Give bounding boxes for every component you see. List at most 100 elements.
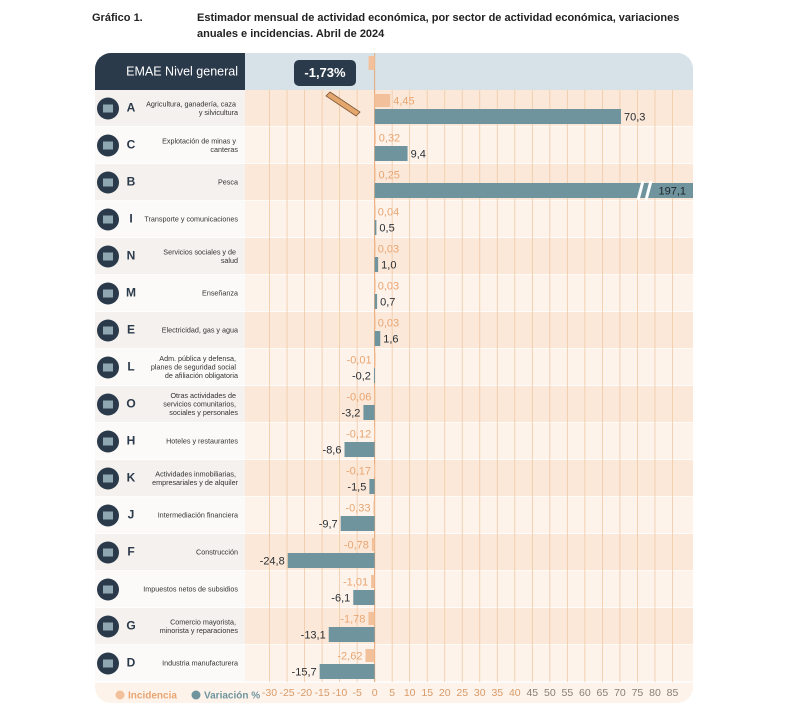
sector-code: A [127,101,136,115]
sector-code: E [127,323,135,337]
value-label: 1,6 [383,333,398,345]
sector-code: I [129,212,132,226]
value-label: 0,03 [378,280,399,292]
bar [373,368,375,383]
value-label: -1,78 [340,613,365,625]
legend-swatch [191,690,201,700]
bar [374,279,376,292]
x-tick-label: 15 [421,687,433,699]
category-label: Comercio mayorista, minorista y reparaci… [160,617,239,635]
bar [340,516,375,531]
chart-title: Estimador mensual de actividad económica… [197,12,682,40]
x-tick-label: 80 [649,687,661,699]
row-side [95,645,245,682]
value-label: -8,6 [323,444,342,456]
bar [368,612,375,625]
row-band [245,497,693,534]
row-band [245,571,693,608]
value-label: -1,01 [343,576,368,588]
bar [319,664,375,679]
sector-icon-detail [103,363,113,372]
sector-icon-detail [103,659,113,668]
bar [365,649,375,662]
sector-code: B [127,175,136,189]
row-band [245,423,693,460]
value-label: -13,1 [301,629,326,641]
x-tick-label: 40 [509,687,521,699]
row-band [245,238,693,275]
row-band [245,201,693,238]
sector-code: K [127,471,136,485]
axis-break [636,180,645,201]
bar [374,294,378,309]
value-label: -2,62 [337,650,362,662]
x-tick-label: 0 [372,687,378,699]
x-tick-label: 50 [544,687,556,699]
category-label: Agricultura, ganadería, caza y silvicult… [146,99,238,117]
row-side [95,90,245,127]
bar [374,168,376,181]
row-side [95,386,245,423]
x-tick-label: 35 [491,687,503,699]
row-side [95,460,245,497]
x-tick-label: 10 [404,687,416,699]
bar [328,627,375,642]
row-side [95,312,245,349]
value-label: 0,25 [379,169,400,181]
value-label: 70,3 [624,111,645,123]
row-band [245,312,693,349]
value-label: 0,04 [378,206,399,218]
row-band [245,127,693,164]
value-label: -0,17 [346,465,371,477]
category-label: Servicios sociales y de salud [163,247,238,265]
value-label: -6,1 [331,592,350,604]
x-tick-label: 65 [597,687,609,699]
category-label: Actividades inmobiliarias, empresariales… [152,469,238,487]
bar [374,183,693,198]
row-side [95,349,245,386]
header-label-box [95,53,245,90]
sector-icon-detail [103,400,113,409]
category-label: Otras actividades de servicios comunitar… [163,391,238,417]
value-label: -0,78 [344,539,369,551]
bar [374,146,408,161]
sector-icon-detail [103,511,113,520]
x-tick-label: -25 [279,687,294,699]
x-tick-label: 60 [579,687,591,699]
sector-icon-detail [103,326,113,335]
bar [374,205,376,218]
bar [374,220,377,235]
total-bar [368,56,375,70]
value-label: 0,5 [379,222,394,234]
x-tick-label: 85 [667,687,679,699]
sector-icon-detail [103,289,113,298]
sector-icon-detail [103,585,113,594]
sector-code: F [127,545,134,559]
row-side [95,497,245,534]
sector-icon-detail [103,437,113,446]
value-label: -0,06 [346,391,371,403]
bar [287,553,375,568]
value-label: 0,32 [379,132,400,144]
axis-break [644,180,653,201]
category-label: Electricidad, gas y agua [162,325,238,334]
x-tick-label: -15 [314,687,329,699]
category-label: Impuestos netos de subsidios [143,584,238,593]
bar [374,257,379,272]
sector-icon-detail [103,548,113,557]
row-band [245,460,693,497]
bar [363,405,375,420]
bar [374,331,381,346]
legend-label: Incidencia [128,691,177,702]
value-label: -0,33 [345,502,370,514]
value-label: -24,8 [260,555,285,567]
row-band [245,349,693,386]
row-band [245,386,693,423]
row-band [245,608,693,645]
bar [374,353,376,366]
legend-swatch [115,690,125,700]
sector-icon-detail [103,622,113,631]
category-label: Intermediación financiera [158,510,238,519]
bar [373,501,375,514]
